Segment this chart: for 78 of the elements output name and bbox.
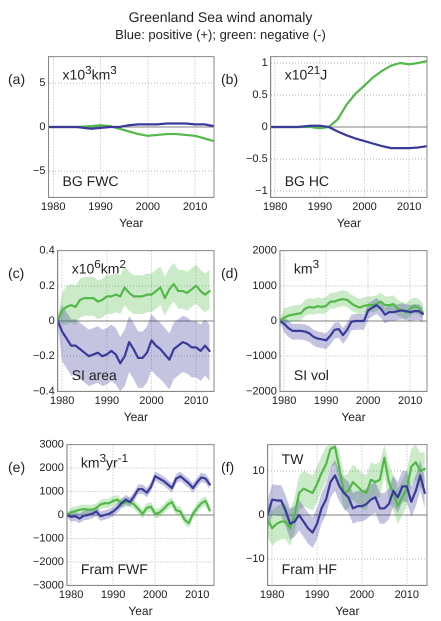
x-tick-label: 2000 [356,395,380,408]
y-tick-label: 2000 [252,244,277,257]
y-tick-label: −1 [255,185,268,198]
y-tick-label: −10 [246,553,265,566]
x-axis-title: Year [335,604,360,618]
x-tick-label: 2010 [396,201,422,214]
annotation: x10$^{21}$J [284,62,328,82]
y-tick-label: 0 [48,315,55,328]
x-axis-title: Year [336,216,361,230]
y-tick-label: 1000 [252,280,277,292]
y-tick-label: −2000 [246,385,277,398]
y-tick-label: 10 [252,465,265,478]
annotation: Fram HF [282,561,337,578]
x-tick-label: 2000 [139,395,164,408]
y-tick-label: 1 [262,57,268,70]
x-tick-label: 2000 [352,201,377,214]
y-tick-label: 0 [262,121,268,134]
y-tick-label: 1000 [39,486,64,498]
y-tick-label: 5 [39,77,46,90]
y-tick-label: 0 [58,509,64,522]
text: (f) [221,458,234,475]
x-tick-label: 2000 [136,201,160,214]
y-tick-label: 0.5 [252,89,268,102]
y-tick-label: 0 [39,121,46,134]
annotation: km$^{3}$ [294,256,320,276]
x-tick-label: 1990 [100,589,126,602]
text: (d) [221,264,238,281]
y-tick-label: 0 [258,509,265,522]
chart-title: Greenland Sea wind anomaly [128,8,314,26]
text: (a) [8,70,26,87]
text: (b) [221,70,238,87]
y-tick-label: −0.2 [32,350,55,362]
annotation: x10$^{6}$km$^{2}$ [72,256,126,276]
annotation: TW [282,450,304,467]
x-tick-label: 1990 [314,395,338,408]
y-tick-label: −0.4 [32,385,55,398]
x-tick-label: 1980 [262,201,288,214]
y-tick-label: 3000 [39,438,64,451]
x-axis-title: Year [128,604,153,618]
annotation: BG FWC [62,173,119,190]
y-tick-label: 2000 [39,462,64,474]
x-tick-label: 2010 [184,395,208,408]
y-tick-label: 0.2 [39,280,55,292]
y-tick-label: −3000 [32,579,64,592]
x-tick-label: 1980 [41,201,66,214]
x-tick-label: 2010 [394,589,420,602]
x-tick-label: 2010 [398,395,422,408]
annotation: x10$^{3}$km$^{3}$ [62,62,117,82]
annotation: SI vol [294,367,329,384]
x-tick-label: 1990 [308,201,332,214]
text: (c) [8,264,24,281]
y-tick-label: −1000 [246,350,277,362]
x-axis-title: Year [119,216,144,230]
x-tick-label: 1990 [88,201,113,214]
y-tick-label: −5 [32,165,46,178]
x-tick-label: 1980 [260,589,284,602]
x-tick-label: 1980 [50,395,74,408]
x-tick-label: 1990 [304,589,330,602]
annotation: km$^{3}$yr$^{-1}$ [80,450,128,470]
text: (e) [8,458,26,475]
x-tick-label: 2000 [142,589,168,602]
x-tick-label: 2000 [350,589,374,602]
annotation: BG HC [284,173,330,190]
x-tick-label: 1980 [58,589,84,602]
y-tick-label: −0.5 [246,153,268,166]
x-tick-label: 2010 [182,201,208,214]
x-tick-label: 1990 [94,395,120,408]
y-tick-label: −1000 [32,532,64,544]
x-tick-label: 1980 [272,395,296,408]
chart-subtitle: Blue: positive (+); green: negative (-) [114,26,327,43]
y-tick-label: 0 [270,315,277,328]
x-axis-title: Year [341,410,366,424]
x-tick-label: 2010 [184,589,210,602]
annotation: SI area [72,367,117,384]
y-tick-label: 0.4 [39,244,55,257]
x-axis-title: Year [124,410,148,424]
y-tick-label: −2000 [32,556,64,568]
annotation: Fram FWF [80,561,148,578]
